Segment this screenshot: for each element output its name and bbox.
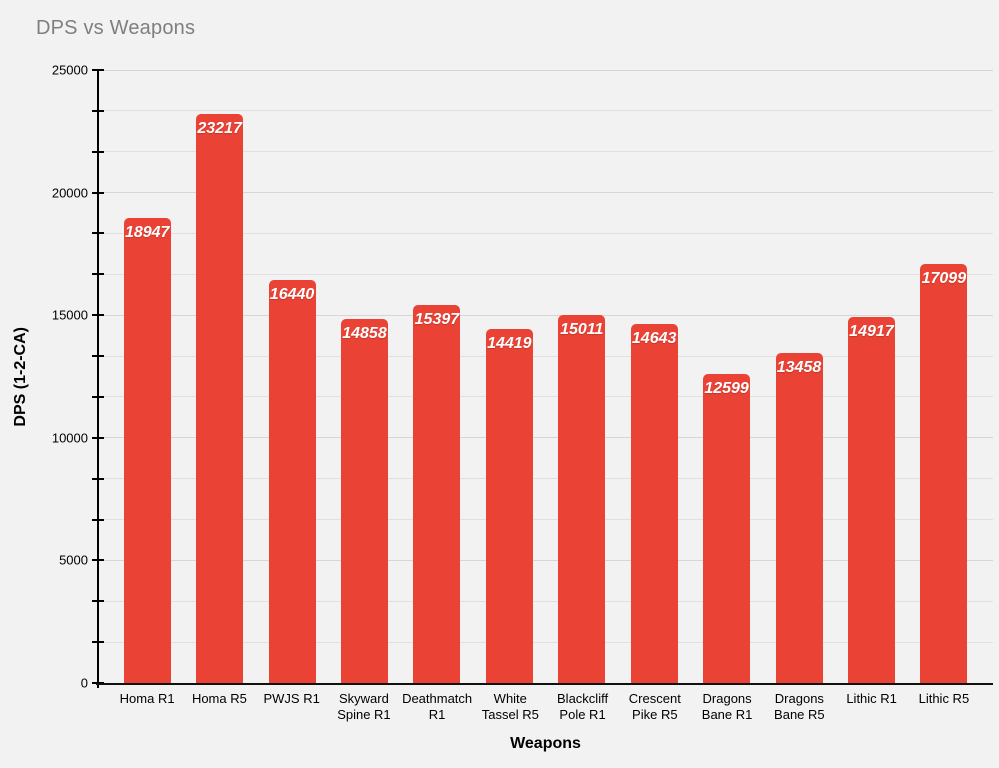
bar-skyward-spine-r1[interactable]: 14858 (340, 318, 388, 683)
bar-value-label: 23217 (197, 119, 242, 137)
bar-slot: 14917 (835, 70, 907, 683)
major-gridline (98, 314, 993, 316)
bar-value-label: 18947 (124, 224, 170, 242)
bar-dragons-bane-r1[interactable]: 12599 (703, 374, 751, 683)
bar-value-label: 14419 (487, 335, 532, 353)
y-tick-label: 25000 (51, 62, 88, 78)
bar-blackcliff-pole-r1[interactable]: 15011 (558, 314, 606, 683)
major-gridline (98, 69, 993, 71)
bar-value-label: 12599 (704, 380, 749, 398)
major-gridline (98, 192, 993, 194)
bar-homa-r5[interactable]: 23217 (196, 113, 244, 683)
x-category-label: Homa R5 (191, 691, 247, 706)
bar-value-label: 13458 (776, 359, 822, 377)
bar-slot: 14858 (328, 70, 400, 683)
minor-gridline (98, 273, 993, 275)
x-axis-title: Weapons (510, 735, 581, 752)
x-category-label: Skyward Spine R1 (337, 691, 391, 722)
bar-deathmatch-r1[interactable]: 15397 (413, 305, 461, 683)
bar-lithic-r1[interactable]: 14917 (847, 317, 895, 683)
bar-slot: 15397 (401, 70, 473, 683)
bar-slot: 23217 (183, 70, 255, 683)
bar-slot: 16440 (256, 70, 328, 683)
minor-gridline (98, 641, 993, 643)
bar-slot: 17099 (908, 70, 980, 683)
y-tick-label: 5000 (59, 552, 88, 568)
x-category-label: Deathmatch R1 (402, 691, 473, 722)
bar-lithic-r5[interactable]: 17099 (920, 263, 968, 683)
x-category-label: Dragons Bane R1 (701, 691, 753, 722)
minor-gridline (98, 110, 993, 112)
bar-white-tassel-r5[interactable]: 14419 (485, 329, 533, 683)
major-gridline (98, 437, 993, 439)
minor-gridline (98, 151, 993, 153)
y-tick-label: 10000 (51, 430, 88, 446)
y-tick-label: 0 (80, 675, 88, 691)
minor-gridline (98, 478, 993, 480)
x-category-label: Lithic R1 (846, 691, 897, 706)
x-axis-line (96, 683, 993, 685)
y-axis-line (97, 70, 99, 688)
bar-dragons-bane-r5[interactable]: 13458 (775, 353, 823, 683)
bar-value-label: 14917 (849, 323, 894, 341)
minor-gridline (98, 600, 993, 602)
minor-gridline (98, 396, 993, 398)
y-axis-title-wrap: DPS (1-2-CA) (8, 70, 34, 683)
bar-slot: 14643 (618, 70, 690, 683)
bar-slot: 13458 (763, 70, 835, 683)
x-category-label: Lithic R5 (918, 691, 970, 706)
bars-row: 18947 23217 16440 14858 15397 14419 15011 14643… (98, 70, 993, 683)
bar-homa-r1[interactable]: 18947 (123, 218, 171, 683)
x-category-label: Homa R1 (119, 691, 175, 706)
bar-value-label: 14858 (342, 324, 387, 342)
bar-slot: 18947 (111, 70, 183, 683)
bar-value-label: 16440 (269, 285, 315, 303)
y-tick-label: 15000 (51, 307, 88, 323)
minor-gridline (98, 355, 993, 357)
y-tick-label: 20000 (51, 185, 88, 201)
bar-slot: 12599 (690, 70, 762, 683)
bar-slot: 14419 (473, 70, 545, 683)
chart-title: DPS vs Weapons (36, 17, 196, 39)
bar-value-label: 15011 (560, 320, 604, 338)
minor-gridline (98, 232, 993, 234)
bar-value-label: 15397 (414, 311, 460, 329)
bar-value-label: 17099 (921, 269, 967, 287)
major-gridline (98, 559, 993, 561)
bar-value-label: 14643 (631, 329, 677, 347)
plot-area: 0 5000 10000 15000 20000 25000 18947 23217 1644… (52, 63, 993, 691)
y-axis-title: DPS (1-2-CA) (12, 326, 29, 427)
x-axis-category-labels: Homa R1 Homa R5 PWJS R1 Skyward Spine R1 Dea… (98, 691, 993, 723)
x-category-label: White Tassel R5 (481, 691, 539, 722)
x-category-label: Blackcliff Pole R1 (557, 691, 609, 722)
bar-crescent-pike-r5[interactable]: 14643 (630, 323, 678, 683)
x-category-label: Dragons Bane R5 (774, 691, 825, 722)
x-category-label: Crescent Pike R5 (628, 691, 681, 722)
bar-slot: 15011 (546, 70, 618, 683)
x-category-label: PWJS R1 (263, 691, 320, 706)
minor-gridline (98, 519, 993, 521)
bar-pwjs-r1[interactable]: 16440 (268, 279, 316, 683)
